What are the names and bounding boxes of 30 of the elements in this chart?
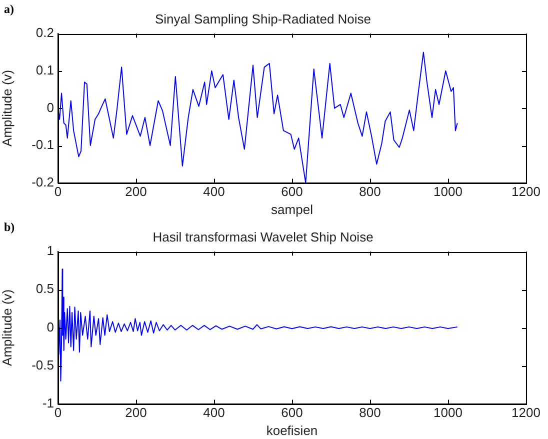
- y-tick-label: -0.1: [32, 137, 54, 152]
- x-tick-label: 200: [125, 184, 147, 200]
- x-tick-label: 600: [281, 184, 303, 200]
- x-tick-label: 400: [203, 184, 225, 200]
- y-tick-label: 0.2: [36, 25, 54, 40]
- x-axis-title: sampel: [271, 202, 314, 217]
- y-tick-label: 0: [46, 100, 54, 115]
- y-axis-title: Amplitude (v): [0, 70, 14, 146]
- text: b): [4, 220, 15, 234]
- y-tick-label: -1: [42, 395, 54, 410]
- y-tick-label: 0.1: [36, 62, 54, 78]
- y-tick-label: 1: [46, 243, 54, 258]
- x-tick-label: 600: [281, 405, 303, 420]
- x-tick-label: 200: [125, 405, 147, 420]
- x-tick-label: 1000: [434, 184, 462, 200]
- y-tick-label: 0: [46, 319, 54, 334]
- x-tick-label: 1000: [434, 405, 462, 420]
- y-axis-title: Amplitude (v): [0, 289, 14, 366]
- x-tick-label: 1200: [512, 184, 540, 200]
- x-tick-label: 400: [203, 405, 225, 420]
- y-tick-label: -0.5: [32, 357, 54, 372]
- chart-title: Hasil transformasi Wavelet Ship Noise: [152, 229, 374, 244]
- y-tick-label: 0.5: [36, 281, 54, 296]
- text: a): [4, 2, 14, 16]
- x-tick-label: 800: [359, 184, 381, 200]
- chart-title: Sinyal Sampling Ship-Radiated Noise: [154, 11, 372, 26]
- x-axis-title: koefisien: [266, 422, 318, 438]
- y-tick-label: -0.2: [32, 174, 54, 190]
- x-tick-label: 800: [359, 405, 381, 420]
- x-tick-label: 1200: [512, 405, 540, 420]
